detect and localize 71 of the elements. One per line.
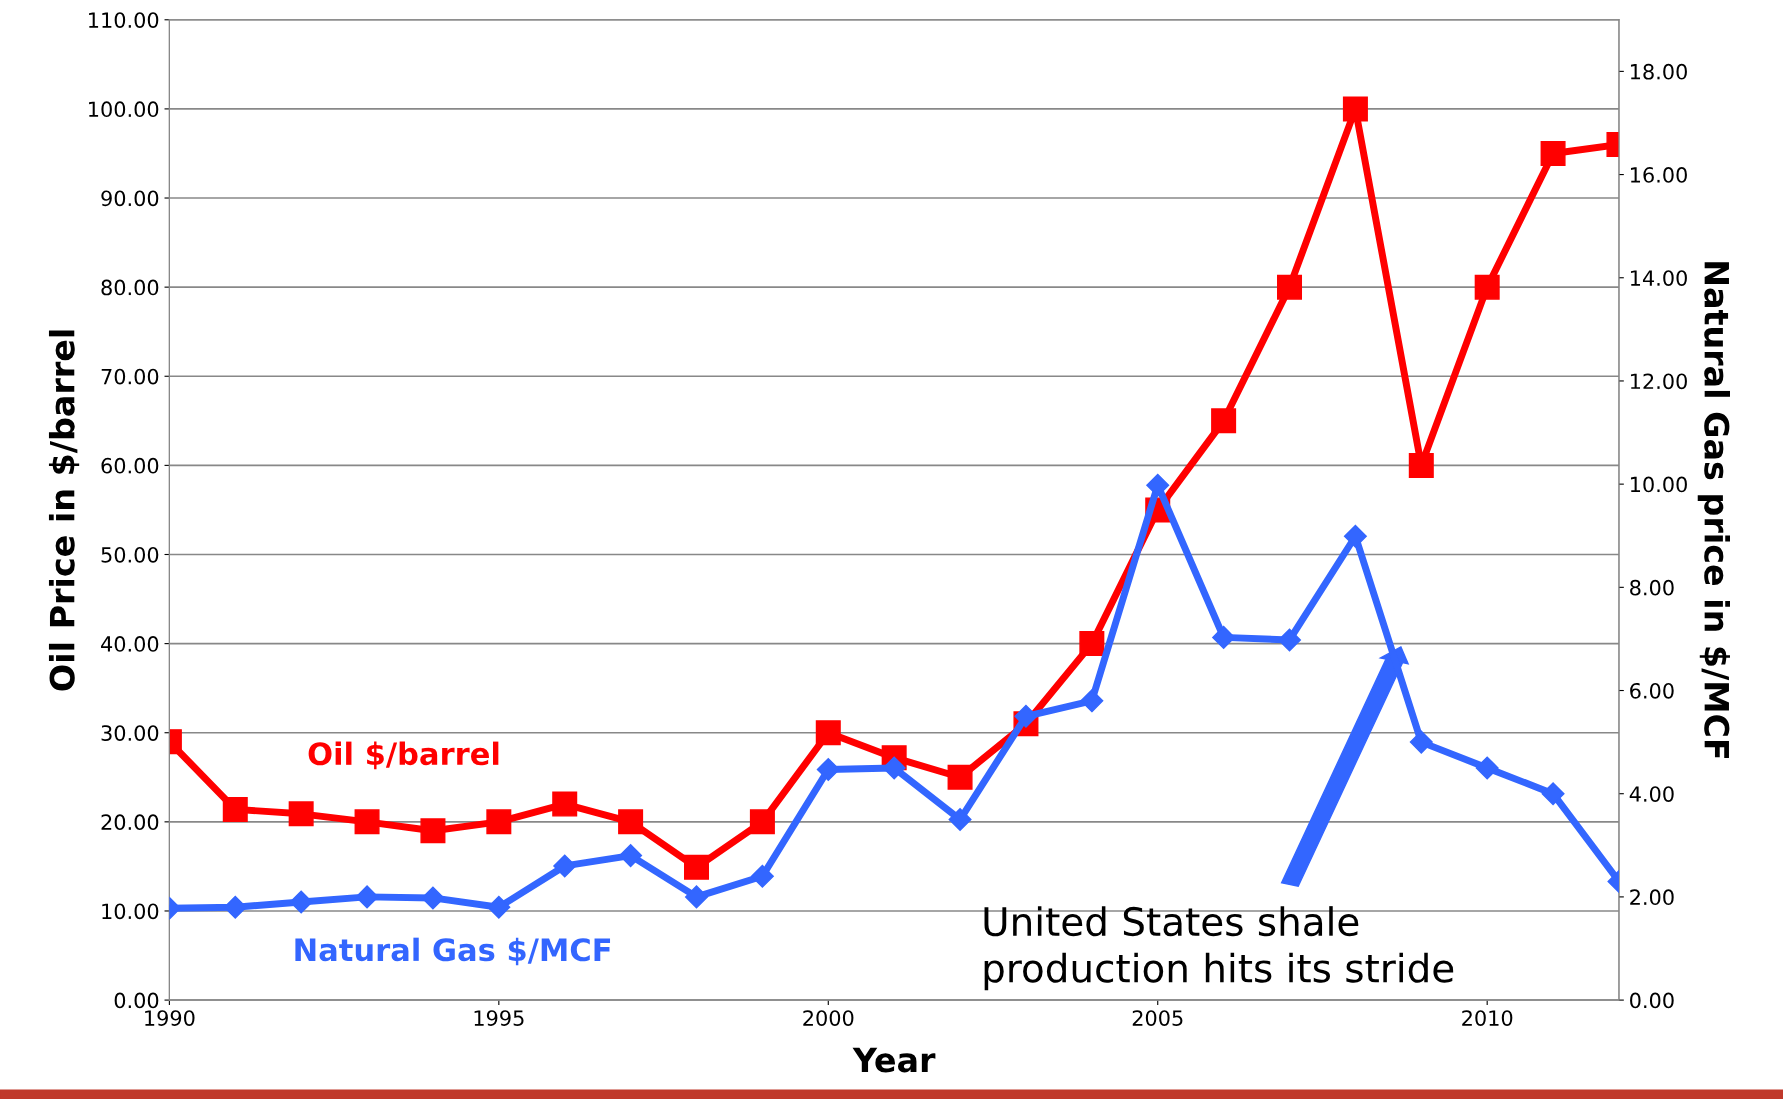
point: [1079, 631, 1105, 657]
point: [1540, 140, 1566, 166]
point: [947, 764, 973, 790]
y-tick-label: 90.00: [101, 190, 159, 207]
point: [816, 757, 840, 781]
point: [685, 885, 709, 909]
y-tick-label: 20.00: [101, 814, 159, 831]
x-tick-label: 1995: [474, 1010, 524, 1026]
point: [948, 808, 972, 832]
point: [1408, 452, 1434, 478]
point: [1409, 730, 1433, 754]
point: [288, 801, 314, 827]
y2-axis-title: Natural Gas price in $/MCF: [1697, 262, 1730, 758]
y2-tick-label: 6.00: [1630, 682, 1674, 699]
point: [618, 809, 644, 835]
y2-tick-label: 12.00: [1630, 373, 1687, 390]
y2-tick-label: 2.00: [1630, 889, 1674, 906]
point: [815, 720, 841, 746]
point: [1014, 704, 1038, 728]
point: [1343, 524, 1367, 548]
x-tick-label: 2005: [1132, 1010, 1183, 1026]
point: [684, 854, 710, 880]
point: [222, 796, 248, 822]
y-tick-label: 50.00: [101, 546, 159, 563]
y-tick-label: 0.00: [114, 992, 159, 1009]
y2-tick-label: 16.00: [1630, 167, 1687, 183]
y2-tick-label: 14.00: [1630, 270, 1687, 286]
point: [749, 809, 775, 835]
point: [619, 844, 643, 868]
series-label: Oil $/barrel: [308, 741, 499, 770]
y2-tick-label: 18.00: [1630, 63, 1687, 80]
y-tick-label: 40.00: [101, 636, 159, 652]
point: [1277, 274, 1303, 300]
y2-tick-label: 4.00: [1629, 786, 1674, 802]
point: [487, 895, 511, 919]
point: [750, 864, 774, 888]
point: [553, 854, 577, 878]
point: [882, 756, 906, 780]
series-label: Natural Gas $/MCF: [295, 937, 611, 966]
point: [1541, 782, 1565, 806]
x-tick-label: 2010: [1462, 1010, 1513, 1026]
annotation: United States shale production hits its stride: [984, 906, 1454, 991]
point: [354, 809, 380, 835]
point: [1278, 628, 1302, 652]
point: [552, 791, 578, 817]
point: [421, 886, 445, 910]
y2-tick-label: 8.00: [1630, 579, 1674, 596]
point: [289, 890, 313, 914]
point: [1474, 274, 1500, 300]
y-tick-label: 100.00: [89, 101, 159, 118]
y2-tick-label: 10.00: [1630, 476, 1687, 493]
point: [1212, 625, 1236, 649]
y2-tick-label: 0.00: [1630, 992, 1674, 1009]
point: [1080, 689, 1104, 713]
y-tick-label: 30.00: [101, 725, 159, 741]
x-tick-label: 2000: [803, 1010, 854, 1026]
y-tick-label: 10.00: [102, 903, 159, 920]
point: [1211, 408, 1237, 434]
point: [1475, 756, 1499, 780]
y-tick-label: 80.00: [101, 279, 159, 296]
x-axis-title: Year: [852, 1047, 936, 1073]
point: [355, 885, 379, 909]
point: [486, 809, 512, 835]
y-tick-label: 70.00: [101, 368, 159, 385]
point: [1342, 96, 1368, 122]
y-tick-label: 60.00: [101, 457, 159, 474]
x-tick-label: 1990: [145, 1010, 195, 1026]
point: [420, 818, 446, 844]
point: [1146, 473, 1170, 497]
y-tick-label: 110.00: [89, 12, 159, 28]
y-axis-title: Oil Price in $/barrel: [48, 330, 80, 691]
